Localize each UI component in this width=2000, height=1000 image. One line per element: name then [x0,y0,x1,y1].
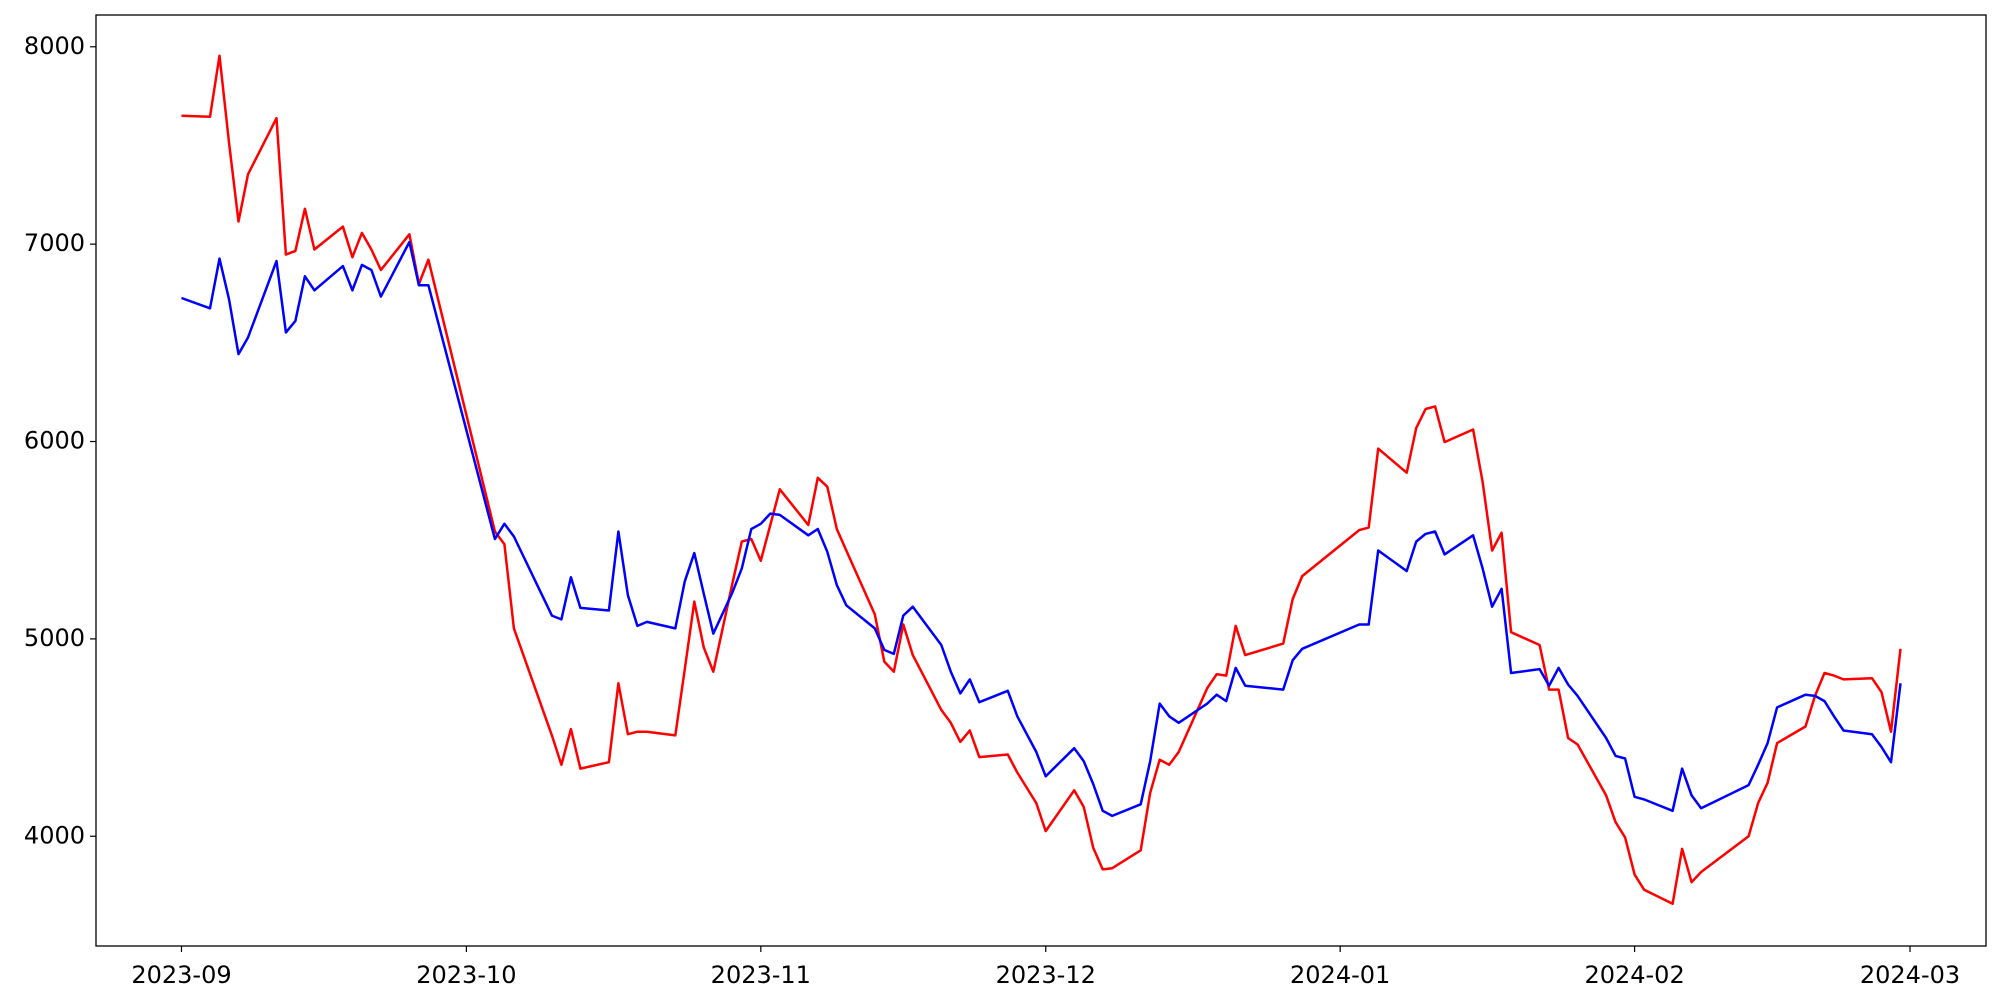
series-line [181,54,1902,906]
x-tick-label: 2024-01 [1290,961,1390,989]
series-line [181,240,1902,818]
y-tick-label: 8000 [24,32,85,60]
y-tick-label: 6000 [24,427,85,455]
x-tick-label: 2023-12 [996,961,1096,989]
x-tick-label: 2024-03 [1860,961,1960,989]
x-tick-label: 2023-09 [131,961,231,989]
y-tick-label: 4000 [24,821,85,849]
y-tick-label: 7000 [24,229,85,257]
x-tick-label: 2023-10 [416,961,516,989]
plot-frame [95,14,1987,947]
x-tick-label: 2023-11 [711,961,811,989]
x-tick-label: 2024-02 [1584,961,1684,989]
y-tick-label: 5000 [24,624,85,652]
